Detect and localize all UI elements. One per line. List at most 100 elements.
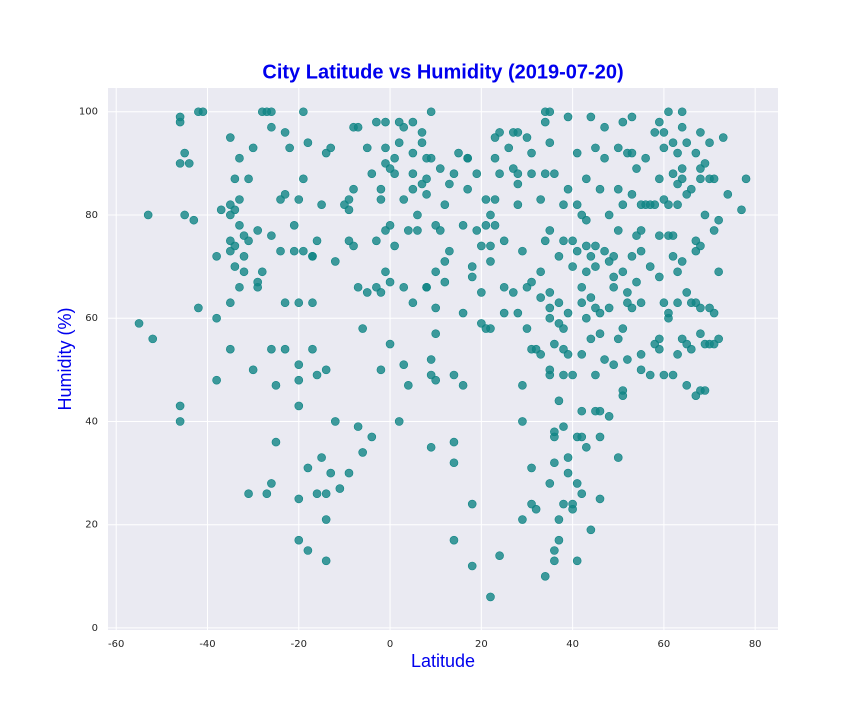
point	[705, 138, 714, 148]
point	[445, 179, 454, 189]
point	[349, 184, 358, 194]
point	[399, 282, 409, 292]
point	[385, 277, 395, 287]
y-tick-label: 20	[85, 520, 98, 531]
point	[312, 370, 322, 380]
point	[545, 313, 555, 323]
point	[381, 143, 390, 153]
point	[627, 303, 637, 313]
point	[280, 190, 290, 199]
point	[294, 401, 304, 411]
point	[431, 267, 440, 277]
point	[554, 535, 564, 545]
point	[595, 184, 605, 194]
point	[600, 122, 609, 132]
point	[545, 107, 555, 117]
point	[289, 246, 299, 256]
point	[467, 272, 477, 282]
point	[563, 308, 573, 318]
point	[239, 267, 249, 277]
point	[180, 148, 189, 158]
point	[600, 153, 609, 163]
point	[467, 499, 477, 509]
point	[381, 117, 390, 127]
point	[367, 169, 377, 178]
point	[595, 329, 605, 339]
point	[175, 401, 185, 411]
point	[408, 117, 418, 127]
x-tick-label: -20	[291, 639, 307, 650]
point	[613, 334, 623, 344]
point	[490, 153, 500, 163]
point	[175, 159, 185, 168]
point	[550, 546, 559, 555]
point	[582, 241, 591, 251]
point	[540, 572, 550, 581]
point	[312, 489, 322, 499]
point	[518, 246, 527, 256]
point	[673, 148, 682, 158]
point	[308, 298, 317, 308]
point	[627, 190, 637, 199]
point	[563, 468, 573, 478]
point	[499, 282, 509, 292]
point	[641, 153, 650, 163]
point	[659, 128, 669, 137]
point	[449, 535, 459, 545]
point	[582, 215, 591, 225]
point	[440, 200, 450, 209]
point	[559, 200, 568, 209]
point	[623, 288, 632, 297]
point	[495, 128, 504, 137]
point	[618, 386, 628, 395]
point	[267, 231, 276, 240]
point	[677, 174, 687, 184]
point	[239, 251, 249, 261]
point	[527, 463, 536, 473]
point	[545, 138, 555, 148]
point	[486, 241, 495, 251]
point	[394, 417, 404, 426]
point	[486, 592, 495, 602]
point	[673, 298, 682, 308]
point	[267, 344, 276, 354]
point	[244, 489, 253, 499]
point	[463, 153, 472, 163]
point	[595, 432, 605, 442]
point	[499, 236, 509, 246]
point	[668, 231, 678, 240]
point	[321, 556, 331, 566]
point	[303, 138, 313, 148]
point	[655, 272, 664, 282]
point	[677, 122, 687, 132]
point	[294, 535, 304, 545]
point	[358, 324, 367, 333]
point	[404, 381, 413, 390]
point	[472, 226, 482, 235]
point	[390, 241, 399, 251]
point	[253, 282, 263, 292]
x-tick-label: 0	[387, 639, 393, 650]
point	[294, 298, 304, 308]
point	[321, 365, 331, 375]
point	[595, 406, 605, 416]
point	[280, 344, 290, 354]
point	[417, 138, 427, 148]
point	[595, 308, 605, 318]
point	[518, 417, 527, 426]
point	[285, 143, 294, 153]
point	[226, 344, 235, 354]
point	[572, 200, 582, 209]
point	[267, 107, 276, 117]
point	[235, 282, 244, 292]
point	[299, 246, 308, 256]
point	[408, 148, 418, 158]
point	[668, 370, 678, 380]
point	[499, 308, 509, 318]
point	[655, 344, 664, 354]
point	[682, 381, 692, 390]
point	[568, 262, 577, 271]
point	[677, 164, 687, 173]
point	[659, 370, 669, 380]
point	[604, 411, 614, 421]
